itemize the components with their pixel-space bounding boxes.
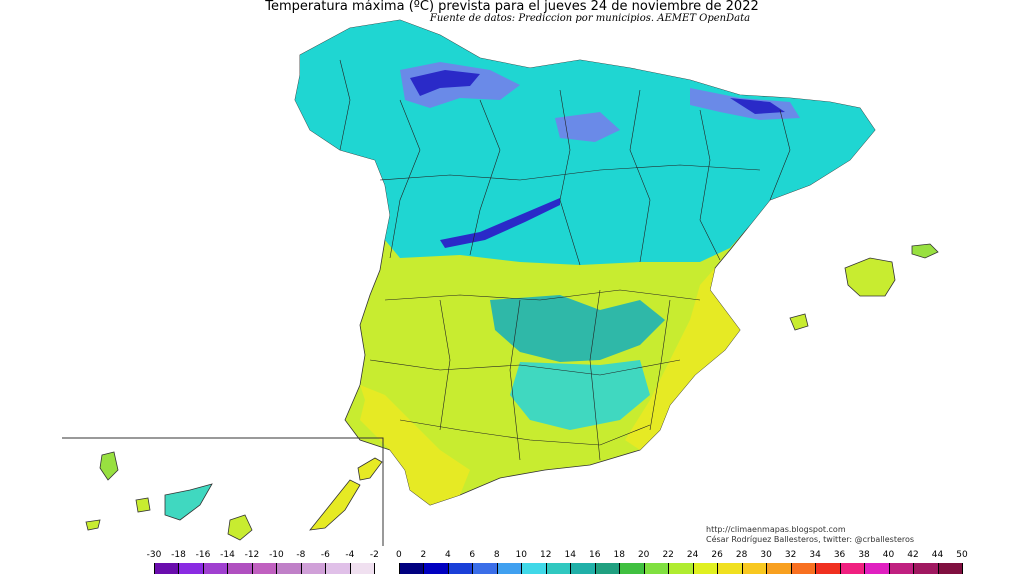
- legend-label: -16: [195, 550, 211, 560]
- legend-label: 24: [686, 550, 699, 560]
- legend-swatch: [767, 563, 792, 574]
- legend-swatch: [326, 563, 351, 574]
- legend-swatch: [203, 563, 229, 574]
- legend-swatch: [399, 563, 425, 574]
- legend-label: -30: [146, 550, 162, 560]
- legend-label: -18: [171, 550, 186, 560]
- legend-swatch: [375, 563, 400, 574]
- island-lanzarote: [357, 457, 383, 481]
- legend-swatch: [277, 563, 302, 574]
- map-subtitle: Fuente de datos: Prediccion por municipi…: [429, 13, 751, 24]
- legend-swatch: [497, 563, 523, 574]
- central-plateau: [490, 295, 665, 362]
- legend-swatch: [155, 563, 180, 574]
- temperature-map: [62, 19, 939, 546]
- legend-label: -6: [320, 550, 330, 560]
- legend-label: 50: [956, 550, 968, 560]
- legend-swatch: [595, 563, 621, 574]
- legend-swatch: [522, 563, 547, 574]
- legend-label: 8: [493, 550, 500, 560]
- cantabrian-core: [410, 70, 480, 96]
- legend-label: 6: [469, 550, 476, 560]
- iberian-cold: [555, 112, 620, 142]
- legend-label: 36: [833, 550, 846, 560]
- island-fuerteventura: [309, 479, 361, 531]
- legend-label: 38: [858, 550, 870, 560]
- legend-label: 16: [588, 550, 601, 560]
- legend-swatch: [693, 563, 719, 574]
- legend-swatch: [914, 563, 939, 574]
- legend-swatch: [620, 563, 645, 574]
- legend-swatch: [473, 563, 498, 574]
- legend-swatch: [669, 563, 694, 574]
- legend-swatch: [816, 563, 841, 574]
- legend-label: 32: [784, 550, 797, 560]
- legend-swatch: [424, 563, 449, 574]
- east-coast-hot: [625, 268, 740, 450]
- legend-label: 4: [444, 550, 451, 560]
- island-la-gomera: [135, 497, 151, 513]
- island-minorca: [911, 243, 939, 259]
- legend-label: 40: [882, 550, 895, 560]
- legend-swatch: [350, 563, 376, 574]
- map-title: Temperatura máxima (ºC) prevista para el…: [265, 0, 759, 14]
- central-system-cold: [440, 198, 560, 248]
- pyrenees-core: [730, 98, 785, 114]
- legend-label: 28: [735, 550, 748, 560]
- legend-swatch: [571, 563, 596, 574]
- legend-labels: -30 -18 -16 -14 -12 -10 -8 -6 -4 -2 0 2 4 6 8 10 12 14 16 1…: [143, 550, 973, 562]
- island-ibiza: [789, 313, 809, 331]
- legend-color-bar: [154, 563, 963, 574]
- island-tenerife: [164, 483, 213, 521]
- credits: http://climaenmapas.blogspot.com César R…: [706, 525, 914, 545]
- canary-inset-frame: [62, 437, 384, 546]
- legend-label: 14: [564, 550, 576, 560]
- legend-swatch: [546, 563, 572, 574]
- legend-label: 10: [515, 550, 527, 560]
- legend-swatch: [889, 563, 915, 574]
- legend-label: -8: [296, 550, 306, 560]
- legend-swatch: [252, 563, 278, 574]
- legend-label: -4: [345, 550, 355, 560]
- province-borders: [339, 59, 791, 461]
- legend-label: 12: [540, 550, 552, 560]
- legend-label: 18: [613, 550, 625, 560]
- island-el-hierro: [85, 519, 101, 531]
- south-coast-hot: [360, 385, 470, 505]
- legend-label: 22: [662, 550, 674, 560]
- legend-label: 20: [637, 550, 650, 560]
- legend-label: 42: [907, 550, 919, 560]
- legend-label: -2: [369, 550, 379, 560]
- legend-swatch: [742, 563, 768, 574]
- south-teal: [510, 360, 650, 430]
- legend-swatch: [448, 563, 474, 574]
- legend-swatch: [228, 563, 253, 574]
- legend-label: 30: [760, 550, 772, 560]
- legend-swatch: [791, 563, 817, 574]
- legend-label: -14: [220, 550, 235, 560]
- legend-swatch: [938, 563, 963, 574]
- legend-label: 0: [395, 550, 402, 560]
- legend-label: 34: [809, 550, 821, 560]
- legend-swatch: [644, 563, 670, 574]
- legend-label: -12: [244, 550, 260, 560]
- island-gran-canaria: [227, 514, 253, 541]
- island-majorca: [844, 257, 896, 297]
- legend-swatch: [840, 563, 866, 574]
- legend-swatch: [865, 563, 890, 574]
- legend-swatch: [179, 563, 204, 574]
- legend-label: 2: [420, 550, 427, 560]
- legend-swatch: [718, 563, 743, 574]
- legend-label: -10: [269, 550, 284, 560]
- legend-swatch: [301, 563, 327, 574]
- credits-author: César Rodríguez Ballesteros, twitter: @c…: [706, 535, 915, 544]
- legend-label: 44: [931, 550, 944, 560]
- island-la-palma: [99, 451, 119, 481]
- legend-label: 26: [711, 550, 723, 560]
- credits-url: http://climaenmapas.blogspot.com: [706, 525, 846, 534]
